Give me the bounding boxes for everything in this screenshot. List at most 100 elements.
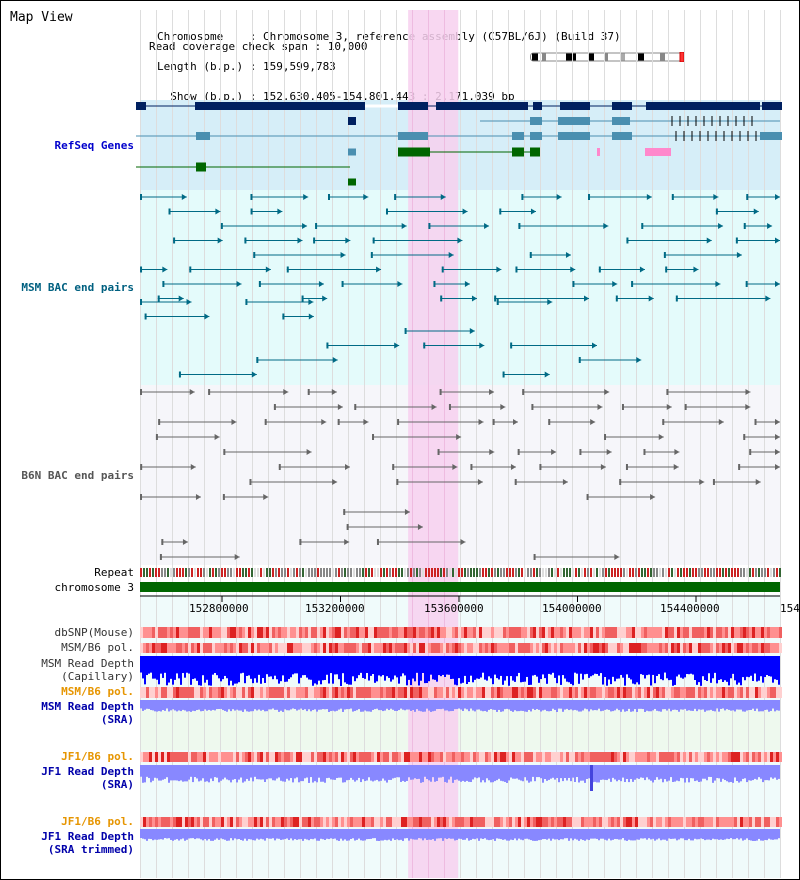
b6n-bac-pair-end — [754, 419, 757, 425]
msm-pol-strip — [470, 643, 473, 653]
msm-pol-strip-2 — [167, 687, 170, 698]
msm-sra-depth — [758, 700, 760, 712]
msm-sra-depth — [440, 700, 442, 710]
jf1-trim-depth — [268, 829, 270, 839]
msm-sra-depth — [268, 700, 270, 710]
jf1-trim-depth — [148, 829, 150, 839]
msm-sra-depth — [218, 700, 220, 709]
jf1-trim-depth — [738, 829, 740, 840]
msm-pol-strip-2 — [713, 687, 716, 698]
repeat-mark — [389, 568, 391, 577]
jf1-sra-depth — [166, 765, 168, 778]
msm-bac-pair-end — [265, 266, 271, 273]
jf1-trim-depth — [586, 829, 588, 840]
msm-capillary-depth — [754, 656, 756, 674]
jf1-sra-depth — [714, 765, 716, 781]
msm-capillary-depth — [560, 656, 562, 685]
msm-sra-depth — [760, 700, 762, 712]
repeat-mark — [752, 568, 754, 577]
jf1-pol-strip-2 — [140, 817, 143, 827]
msm-capillary-depth — [546, 656, 548, 684]
dbsnp-strip — [215, 627, 218, 638]
msm-capillary-depth — [540, 656, 542, 680]
jf1-trim-depth — [212, 829, 214, 841]
jf1-trim-depth — [474, 829, 476, 840]
msm-sra-depth — [642, 700, 644, 710]
jf1-trim-depth — [304, 829, 306, 839]
msm-capillary-depth — [426, 656, 428, 684]
jf1-trim-depth — [538, 829, 540, 841]
jf1-sra-depth — [774, 765, 776, 778]
jf1-sra-depth — [514, 765, 516, 779]
msm-bac-pair-end — [496, 266, 502, 273]
jf1-pol-strip — [245, 752, 248, 762]
repeat-mark — [626, 568, 628, 577]
jf1-pol-strip-2 — [704, 817, 707, 827]
msm-capillary-depth — [362, 656, 364, 678]
msm-capillary-depth — [220, 656, 222, 682]
dbsnp-strip — [569, 627, 572, 638]
msm-pol-strip — [254, 643, 257, 653]
jf1-pol-strip-2 — [356, 817, 359, 827]
dbsnp-strip — [200, 627, 203, 638]
repeat-mark — [527, 568, 529, 577]
repeat-mark — [386, 568, 388, 577]
repeat-mark — [560, 568, 562, 577]
msm-capillary-depth — [292, 656, 294, 675]
msm-pol-strip-2 — [638, 687, 641, 698]
jf1-sra-depth — [296, 765, 298, 778]
msm-pol-strip — [380, 643, 383, 653]
jf1-sra-depth — [202, 765, 204, 779]
jf1-pol-strip-2 — [593, 817, 596, 827]
jf1-pol-strip — [239, 752, 242, 762]
msm-pol-strip — [407, 643, 410, 653]
jf1-trim-depth — [406, 829, 408, 839]
jf1-pol-strip — [275, 752, 278, 762]
jf1-trim-depth — [692, 829, 694, 841]
jf1-pol-strip — [332, 752, 335, 762]
axis-tick-label: 154400000 — [660, 602, 720, 615]
msm-pol-strip-2 — [320, 687, 323, 698]
jf1-pol-strip — [470, 752, 473, 762]
msm-pol-strip — [395, 643, 398, 653]
jf1-pol-strip — [509, 752, 512, 762]
dbsnp-strip — [497, 627, 500, 638]
jf1-sra-depth — [620, 765, 622, 782]
jf1-pol-strip-2 — [707, 817, 710, 827]
repeat-mark — [323, 568, 325, 577]
msm-capillary-depth — [774, 656, 776, 680]
ideogram-band — [660, 53, 665, 61]
dbsnp-strip — [161, 627, 164, 638]
msm-pol-strip-2 — [545, 687, 548, 698]
repeat-mark — [419, 568, 421, 577]
jf1-sra-depth — [380, 765, 382, 781]
jf1-sra-depth — [556, 765, 558, 778]
msm-sra-depth — [158, 700, 160, 712]
jf1-pol-strip — [626, 752, 629, 762]
msm-sra-depth — [380, 700, 382, 711]
jf1-sra-depth — [624, 765, 626, 783]
msm-capillary-depth — [606, 656, 608, 686]
repeat-mark — [620, 568, 622, 577]
msm-pol-strip-2 — [245, 687, 248, 698]
chromosome-ideogram[interactable] — [530, 52, 685, 62]
jf1-sra-depth — [466, 765, 468, 781]
msm-pol-strip-2 — [416, 687, 419, 698]
msm-pol-strip — [188, 643, 191, 653]
msm-capillary-depth — [228, 656, 230, 686]
msm-bac-pair-end — [510, 342, 513, 349]
msm-pol-strip — [464, 643, 467, 653]
msm-pol-strip — [593, 643, 596, 653]
jf1-sra-depth — [212, 765, 214, 782]
msm-capillary-depth — [488, 656, 490, 677]
jf1-trim-depth — [270, 829, 272, 839]
dbsnp-strip — [173, 627, 176, 638]
msm-capillary-depth — [688, 656, 690, 675]
msm-capillary-depth — [218, 656, 220, 679]
msm-sra-depth — [696, 700, 698, 712]
msm-sra-depth — [694, 700, 696, 709]
msm-sra-depth — [716, 700, 718, 709]
msm-pol-strip — [758, 643, 761, 653]
msm-sra-depth — [254, 700, 256, 710]
